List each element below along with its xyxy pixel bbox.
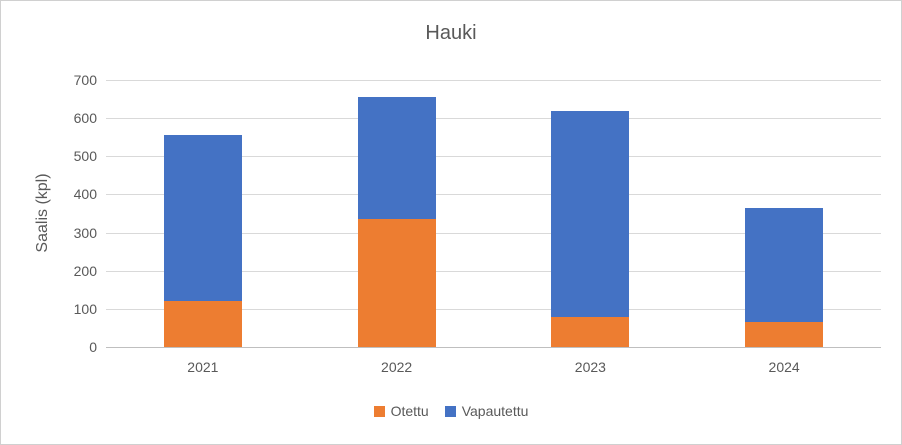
bar-2021 [163, 135, 242, 347]
bar-segment-otettu-2024 [745, 322, 824, 347]
bar-2022 [357, 97, 436, 347]
y-tick-label: 0 [89, 339, 97, 355]
bar-segment-vapautettu-2024 [745, 207, 824, 323]
legend-label: Otettu [390, 403, 429, 419]
bar-segment-otettu-2022 [357, 219, 436, 347]
x-tick-label: 2022 [381, 359, 413, 375]
y-tick-label: 300 [73, 224, 97, 241]
y-tick-label: 200 [73, 262, 97, 279]
x-tick-label: 2024 [768, 359, 800, 375]
legend-swatch-icon [444, 405, 456, 417]
gridline [106, 156, 881, 158]
bar-2024 [745, 207, 824, 347]
gridline [106, 80, 881, 81]
legend: Otettu Vapautettu [1, 400, 901, 422]
plot-area [106, 80, 881, 348]
bar-segment-vapautettu-2021 [163, 135, 242, 302]
chart-title: Hauki [425, 22, 477, 44]
gridline [106, 232, 881, 234]
gridline [106, 308, 881, 310]
y-tick-label: 400 [73, 186, 97, 203]
gridline [106, 270, 881, 272]
gridline [106, 118, 881, 120]
legend-item-vapautettu: Vapautettu [444, 403, 529, 419]
y-tick-label: 500 [73, 148, 97, 165]
y-tick-label: 700 [73, 72, 97, 88]
bar-segment-otettu-2023 [551, 316, 630, 347]
bar-segment-vapautettu-2022 [357, 97, 436, 220]
bar-2023 [551, 110, 630, 347]
legend-label: Vapautettu [461, 403, 529, 419]
bar-segment-vapautettu-2023 [551, 110, 630, 317]
y-tick-label: 100 [73, 300, 97, 317]
legend-item-otettu: Otettu [373, 403, 429, 419]
legend-swatch-icon [373, 405, 385, 417]
x-tick-label: 2021 [187, 359, 219, 375]
bar-segment-otettu-2021 [163, 301, 242, 347]
y-tick-label: 600 [73, 110, 97, 127]
gridline [106, 194, 881, 196]
x-tick-label: 2023 [574, 359, 606, 375]
